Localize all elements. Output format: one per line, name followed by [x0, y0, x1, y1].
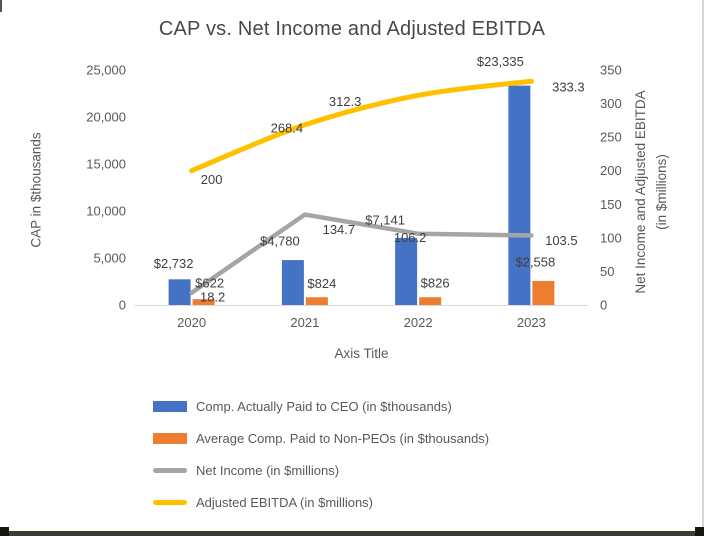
legend-bar-swatch-icon [153, 400, 187, 412]
right-axis-tick: 350 [600, 63, 622, 78]
data-label-series-3: 200 [201, 172, 223, 187]
left-axis-tick: 15,000 [86, 157, 126, 172]
right-axis-tick: 50 [600, 264, 614, 279]
left-axis-tick: 5,000 [93, 251, 126, 266]
line-series-2 [189, 212, 534, 296]
window-edge-right [702, 0, 704, 532]
data-label-series-3: 268.4 [271, 120, 304, 135]
bar-series-1 [305, 297, 328, 305]
data-label-series-0: $7,141 [365, 212, 405, 227]
x-axis-tick: 2023 [517, 315, 546, 330]
left-axis-tick: 20,000 [86, 110, 126, 125]
right-axis-tick: 200 [600, 163, 622, 178]
legend-label: Net Income (in $millions) [196, 462, 340, 478]
x-axis-tick: 2021 [290, 315, 319, 330]
legend-bar-swatch-icon [153, 432, 187, 444]
bar-series-0 [281, 260, 304, 305]
legend-item-2: Net Income (in $millions) [153, 459, 489, 481]
bar-series-0 [395, 237, 418, 305]
data-label-series-1: $826 [421, 276, 450, 291]
data-label-series-1: $622 [195, 276, 224, 291]
legend-label: Average Comp. Paid to Non-PEOs (in $thou… [196, 430, 490, 446]
legend-label: Adjusted EBITDA (in $millions) [196, 494, 374, 510]
data-label-series-1: $824 [307, 276, 336, 291]
data-label-series-1: $2,558 [515, 254, 555, 269]
selection-handle-right [695, 527, 704, 536]
right-axis-tick: 250 [600, 130, 622, 145]
window-edge-bottom [0, 531, 704, 536]
x-axis-tick: 2022 [404, 315, 433, 330]
legend-line-swatch-icon [153, 467, 187, 473]
bar-series-0 [508, 85, 531, 305]
legend-line-swatch-icon [153, 499, 187, 505]
selection-handle-left [0, 527, 9, 536]
data-label-series-0: $4,780 [260, 234, 300, 249]
bar-series-1 [192, 299, 215, 305]
data-label-series-0: $2,732 [154, 256, 194, 271]
right-axis-tick: 300 [600, 96, 622, 111]
data-label-series-2: 18.2 [200, 289, 225, 304]
data-label-series-2: 106.2 [394, 230, 427, 245]
data-label-series-2: 103.5 [545, 233, 578, 248]
legend-item-1: Average Comp. Paid to Non-PEOs (in $thou… [153, 427, 489, 449]
bar-series-0 [168, 279, 191, 305]
left-axis-tick: 10,000 [86, 204, 126, 219]
right-axis-tick: 0 [600, 298, 607, 313]
legend-item-0: Comp. Actually Paid to CEO (in $thousand… [153, 395, 489, 417]
left-axis-tick: 0 [119, 298, 126, 313]
bar-series-1 [419, 297, 442, 305]
right-axis-tick: 100 [600, 230, 622, 245]
data-label-series-0: $23,335 [477, 54, 524, 69]
x-axis-tick: 2020 [177, 315, 206, 330]
data-label-series-3: 333.3 [552, 80, 585, 95]
chart-title: CAP vs. Net Income and Adjusted EBITDA [158, 18, 546, 40]
x-axis-title: Axis Title [334, 346, 389, 361]
legend: Comp. Actually Paid to CEO (in $thousand… [153, 395, 489, 513]
data-label-series-2: 134.7 [323, 222, 356, 237]
left-axis-tick: 25,000 [86, 63, 126, 78]
data-label-series-3: 312.3 [329, 94, 362, 109]
legend-item-3: Adjusted EBITDA (in $millions) [153, 491, 489, 513]
legend-label: Comp. Actually Paid to CEO (in $thousand… [196, 398, 452, 414]
line-series-3 [189, 78, 534, 174]
bar-series-1 [532, 280, 555, 305]
window-edge-topleft [0, 0, 2, 12]
right-axis-tick: 150 [600, 197, 622, 212]
